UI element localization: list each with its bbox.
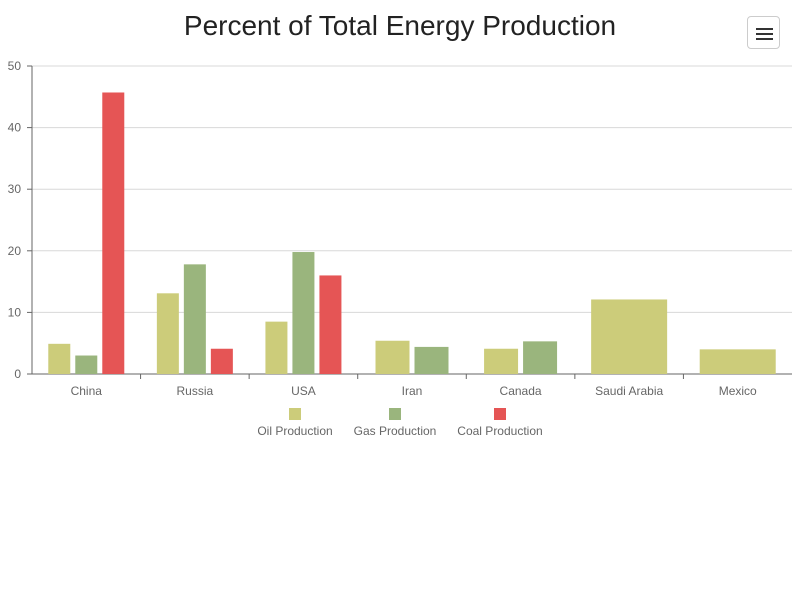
y-tick-label: 0 <box>14 367 21 381</box>
bar <box>48 343 71 374</box>
legend-swatch <box>494 408 506 420</box>
bar <box>292 252 315 374</box>
x-tick-label: Saudi Arabia <box>595 384 663 398</box>
legend-swatch <box>289 408 301 420</box>
y-tick-label: 30 <box>8 182 22 196</box>
hamburger-menu-icon <box>756 28 773 30</box>
chart-menu-button[interactable] <box>747 16 780 49</box>
bar <box>319 275 342 374</box>
legend-label[interactable]: Coal Production <box>457 424 542 438</box>
bar <box>102 92 125 374</box>
bar <box>484 348 519 374</box>
hamburger-menu-icon-line <box>756 38 773 40</box>
bar <box>156 293 179 374</box>
y-tick-label: 40 <box>8 121 22 135</box>
x-tick-label: China <box>71 384 103 398</box>
x-tick-label: Iran <box>402 384 423 398</box>
y-tick-label: 20 <box>8 244 22 258</box>
bar <box>183 264 206 374</box>
hamburger-menu-icon-line <box>756 33 773 35</box>
x-tick-label: Russia <box>177 384 214 398</box>
bar <box>699 349 776 374</box>
y-tick-label: 50 <box>8 59 22 73</box>
legend-label[interactable]: Oil Production <box>257 424 332 438</box>
y-tick-label: 10 <box>8 305 22 319</box>
bar <box>265 321 288 374</box>
x-tick-label: Canada <box>500 384 542 398</box>
bar <box>375 340 410 374</box>
legend-swatch <box>389 408 401 420</box>
x-tick-label: USA <box>291 384 316 398</box>
bar <box>523 341 558 374</box>
x-tick-label: Mexico <box>719 384 757 398</box>
bar <box>75 355 98 374</box>
bar <box>414 346 449 374</box>
bar <box>210 348 233 374</box>
bar <box>591 299 668 374</box>
legend-label[interactable]: Gas Production <box>354 424 437 438</box>
chart-title: Percent of Total Energy Production <box>183 10 617 41</box>
